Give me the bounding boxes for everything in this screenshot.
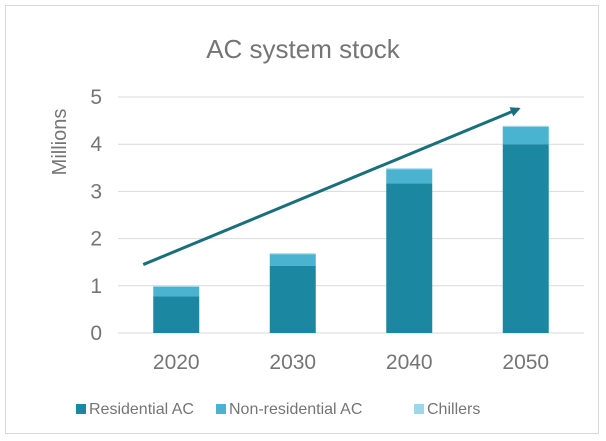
y-tick-label: 4 xyxy=(90,133,102,156)
x-tick-label: 2020 xyxy=(153,351,200,374)
y-tick-label: 2 xyxy=(90,228,102,251)
chart-title: AC system stock xyxy=(206,34,401,64)
legend-label: Residential AC xyxy=(89,401,194,418)
bar-segment xyxy=(153,286,200,297)
bar-segment xyxy=(269,253,316,255)
bar-segment xyxy=(153,296,200,333)
x-tick-label: 2030 xyxy=(269,351,316,374)
trend-arrow-layer xyxy=(142,107,521,266)
legend-label: Non-residential AC xyxy=(229,401,362,418)
x-tick-label: 2040 xyxy=(386,351,433,374)
legend: Residential AC Non-residential AC Chillers xyxy=(76,401,480,418)
y-tick-label: 0 xyxy=(90,322,102,345)
chart-frame xyxy=(5,5,599,434)
legend-label: Chillers xyxy=(427,401,480,418)
bar-segment xyxy=(386,183,433,333)
bar-segment xyxy=(386,169,433,184)
legend-swatch xyxy=(414,404,424,414)
bar-segment xyxy=(153,285,200,287)
bar-segment xyxy=(269,254,316,266)
legend-swatch xyxy=(216,404,226,414)
y-axis-label: Millions xyxy=(49,109,71,176)
y-tick-label: 3 xyxy=(90,180,102,203)
bar-segment xyxy=(386,168,433,170)
trend-arrow xyxy=(142,107,521,266)
x-tick-label: 2050 xyxy=(502,351,549,374)
bar-segment xyxy=(269,265,316,333)
bars xyxy=(153,125,549,333)
y-tick-label: 1 xyxy=(90,275,102,298)
y-tick-label: 5 xyxy=(90,86,102,109)
y-tick-labels: 0 1 2 3 4 5 xyxy=(90,86,102,345)
legend-swatch xyxy=(76,404,86,414)
bar-segment xyxy=(502,126,549,145)
bar-segment xyxy=(502,144,549,333)
bar-segment xyxy=(502,125,549,127)
x-tick-labels: 2020 2030 2040 2050 xyxy=(153,351,549,374)
